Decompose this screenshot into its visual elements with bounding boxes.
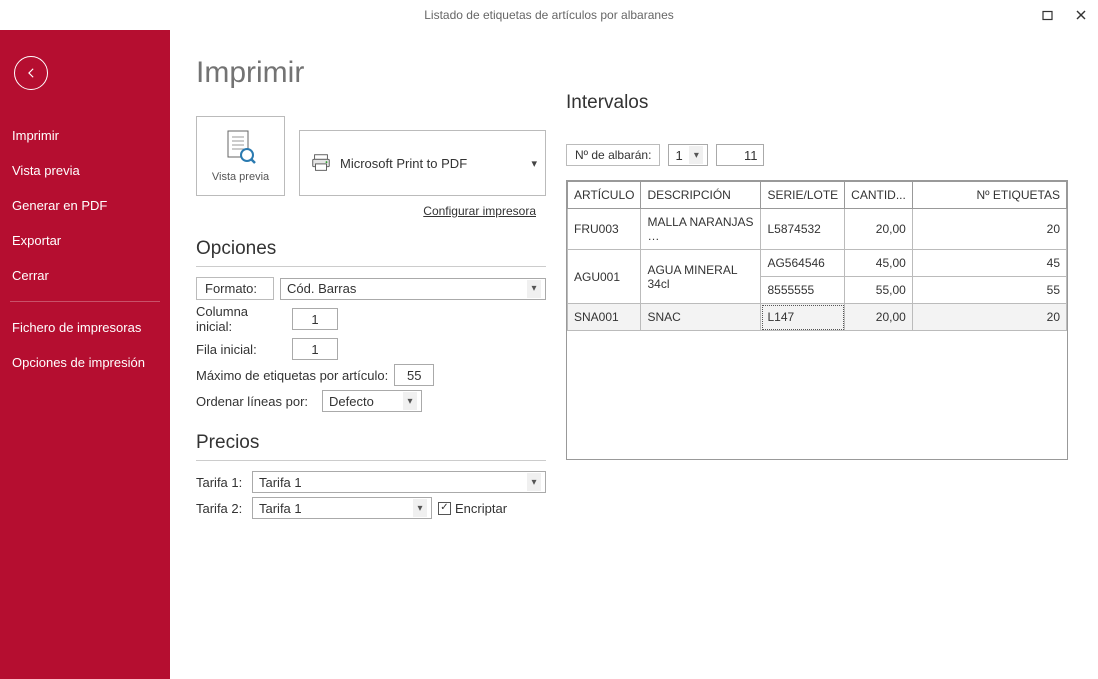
table-cell[interactable]: MALLA NARANJAS … <box>641 209 761 250</box>
albaran-from-select[interactable]: 1 ▾ <box>668 144 708 166</box>
table-cell[interactable]: L147 <box>761 304 845 331</box>
table-header[interactable]: ARTÍCULO <box>568 182 641 209</box>
vista-previa-label: Vista previa <box>212 171 269 183</box>
divider <box>196 266 546 267</box>
chevron-down-icon: ▾ <box>527 280 541 298</box>
printer-name: Microsoft Print to PDF <box>340 156 467 171</box>
content-area: Imprimir Vista previa <box>170 30 1098 679</box>
chevron-down-icon: ▾ <box>689 146 703 164</box>
window-title: Listado de etiquetas de artículos por al… <box>424 8 674 22</box>
tarifa1-label: Tarifa 1: <box>196 475 246 490</box>
table-header[interactable]: Nº ETIQUETAS <box>912 182 1066 209</box>
table-cell[interactable]: 20,00 <box>845 209 913 250</box>
formato-label: Formato: <box>196 277 274 300</box>
right-column: Intervalos Nº de albarán: 1 ▾ 11 ARTÍCUL… <box>546 56 1068 659</box>
formato-select[interactable]: Cód. Barras ▾ <box>280 278 546 300</box>
chevron-down-icon: ▾ <box>531 157 537 170</box>
table-cell[interactable]: 8555555 <box>761 277 845 304</box>
table-cell[interactable]: 55,00 <box>845 277 913 304</box>
intervalos-heading: Intervalos <box>566 92 1068 114</box>
table-row[interactable]: SNA001SNACL14720,0020 <box>568 304 1067 331</box>
table-header[interactable]: CANTID... <box>845 182 913 209</box>
table-cell[interactable]: 55 <box>912 277 1066 304</box>
page-title: Imprimir <box>196 56 546 90</box>
table-row[interactable]: AGU001AGUA MINERAL 34clAG56454645,0045 <box>568 250 1067 277</box>
sidebar-item-imprimir[interactable]: Imprimir <box>0 118 170 153</box>
table-cell[interactable]: 20 <box>912 304 1066 331</box>
tarifa1-select[interactable]: Tarifa 1 ▾ <box>252 471 546 493</box>
sidebar-item-vista-previa[interactable]: Vista previa <box>0 153 170 188</box>
chevron-down-icon: ▾ <box>403 392 417 410</box>
sidebar-item-cerrar[interactable]: Cerrar <box>0 258 170 293</box>
back-button[interactable] <box>14 56 48 90</box>
max-etiquetas-label: Máximo de etiquetas por artículo: <box>196 368 388 383</box>
table-header[interactable]: SERIE/LOTE <box>761 182 845 209</box>
table-row[interactable]: FRU003MALLA NARANJAS …L587453220,0020 <box>568 209 1067 250</box>
ordenar-select[interactable]: Defecto ▾ <box>322 390 422 412</box>
opciones-heading: Opciones <box>196 238 546 260</box>
sidebar-item-generar-pdf[interactable]: Generar en PDF <box>0 188 170 223</box>
printer-select[interactable]: Microsoft Print to PDF ▾ <box>299 130 546 196</box>
table-cell[interactable]: 20 <box>912 209 1066 250</box>
checkbox-check-icon: ✓ <box>438 502 451 515</box>
columna-inicial-input[interactable]: 1 <box>292 308 338 330</box>
document-magnifier-icon <box>224 129 258 167</box>
table-header[interactable]: DESCRIPCIÓN <box>641 182 761 209</box>
encriptar-label: Encriptar <box>455 501 507 516</box>
table-cell[interactable]: 20,00 <box>845 304 913 331</box>
table-cell[interactable]: SNAC <box>641 304 761 331</box>
table-cell[interactable]: AGUA MINERAL 34cl <box>641 250 761 304</box>
tarifa2-select[interactable]: Tarifa 1 ▾ <box>252 497 432 519</box>
data-table: ARTÍCULODESCRIPCIÓNSERIE/LOTECANTID...Nº… <box>566 180 1068 460</box>
table-cell[interactable]: 45 <box>912 250 1066 277</box>
sidebar-item-exportar[interactable]: Exportar <box>0 223 170 258</box>
albaran-label: Nº de albarán: <box>566 144 660 166</box>
titlebar: Listado de etiquetas de artículos por al… <box>0 0 1098 30</box>
configurar-impresora-link[interactable]: Configurar impresora <box>196 204 536 218</box>
main-region: Imprimir Vista previa Generar en PDF Exp… <box>0 30 1098 679</box>
divider <box>196 460 546 461</box>
sidebar-item-fichero-impresoras[interactable]: Fichero de impresoras <box>0 310 170 345</box>
table-cell[interactable]: 45,00 <box>845 250 913 277</box>
max-etiquetas-input[interactable]: 55 <box>394 364 434 386</box>
chevron-down-icon: ▾ <box>413 499 427 517</box>
columna-inicial-label: Columna inicial: <box>196 304 286 334</box>
precios-heading: Precios <box>196 432 546 454</box>
printer-icon <box>310 152 332 174</box>
table-cell[interactable]: FRU003 <box>568 209 641 250</box>
table-cell[interactable]: SNA001 <box>568 304 641 331</box>
encriptar-checkbox[interactable]: ✓ Encriptar <box>438 501 507 516</box>
sidebar-item-opciones-impresion[interactable]: Opciones de impresión <box>0 345 170 380</box>
albaran-to-input[interactable]: 11 <box>716 144 764 166</box>
sidebar-separator <box>10 301 160 302</box>
table-cell[interactable]: AG564546 <box>761 250 845 277</box>
table-cell[interactable]: L5874532 <box>761 209 845 250</box>
vista-previa-button[interactable]: Vista previa <box>196 116 285 196</box>
table-cell[interactable]: AGU001 <box>568 250 641 304</box>
sidebar: Imprimir Vista previa Generar en PDF Exp… <box>0 30 170 679</box>
maximize-button[interactable] <box>1030 2 1064 28</box>
left-column: Imprimir Vista previa <box>196 56 546 659</box>
chevron-down-icon: ▾ <box>527 473 541 491</box>
fila-inicial-input[interactable]: 1 <box>292 338 338 360</box>
close-button[interactable] <box>1064 2 1098 28</box>
tarifa2-label: Tarifa 2: <box>196 501 246 516</box>
fila-inicial-label: Fila inicial: <box>196 342 286 357</box>
ordenar-label: Ordenar líneas por: <box>196 394 316 409</box>
